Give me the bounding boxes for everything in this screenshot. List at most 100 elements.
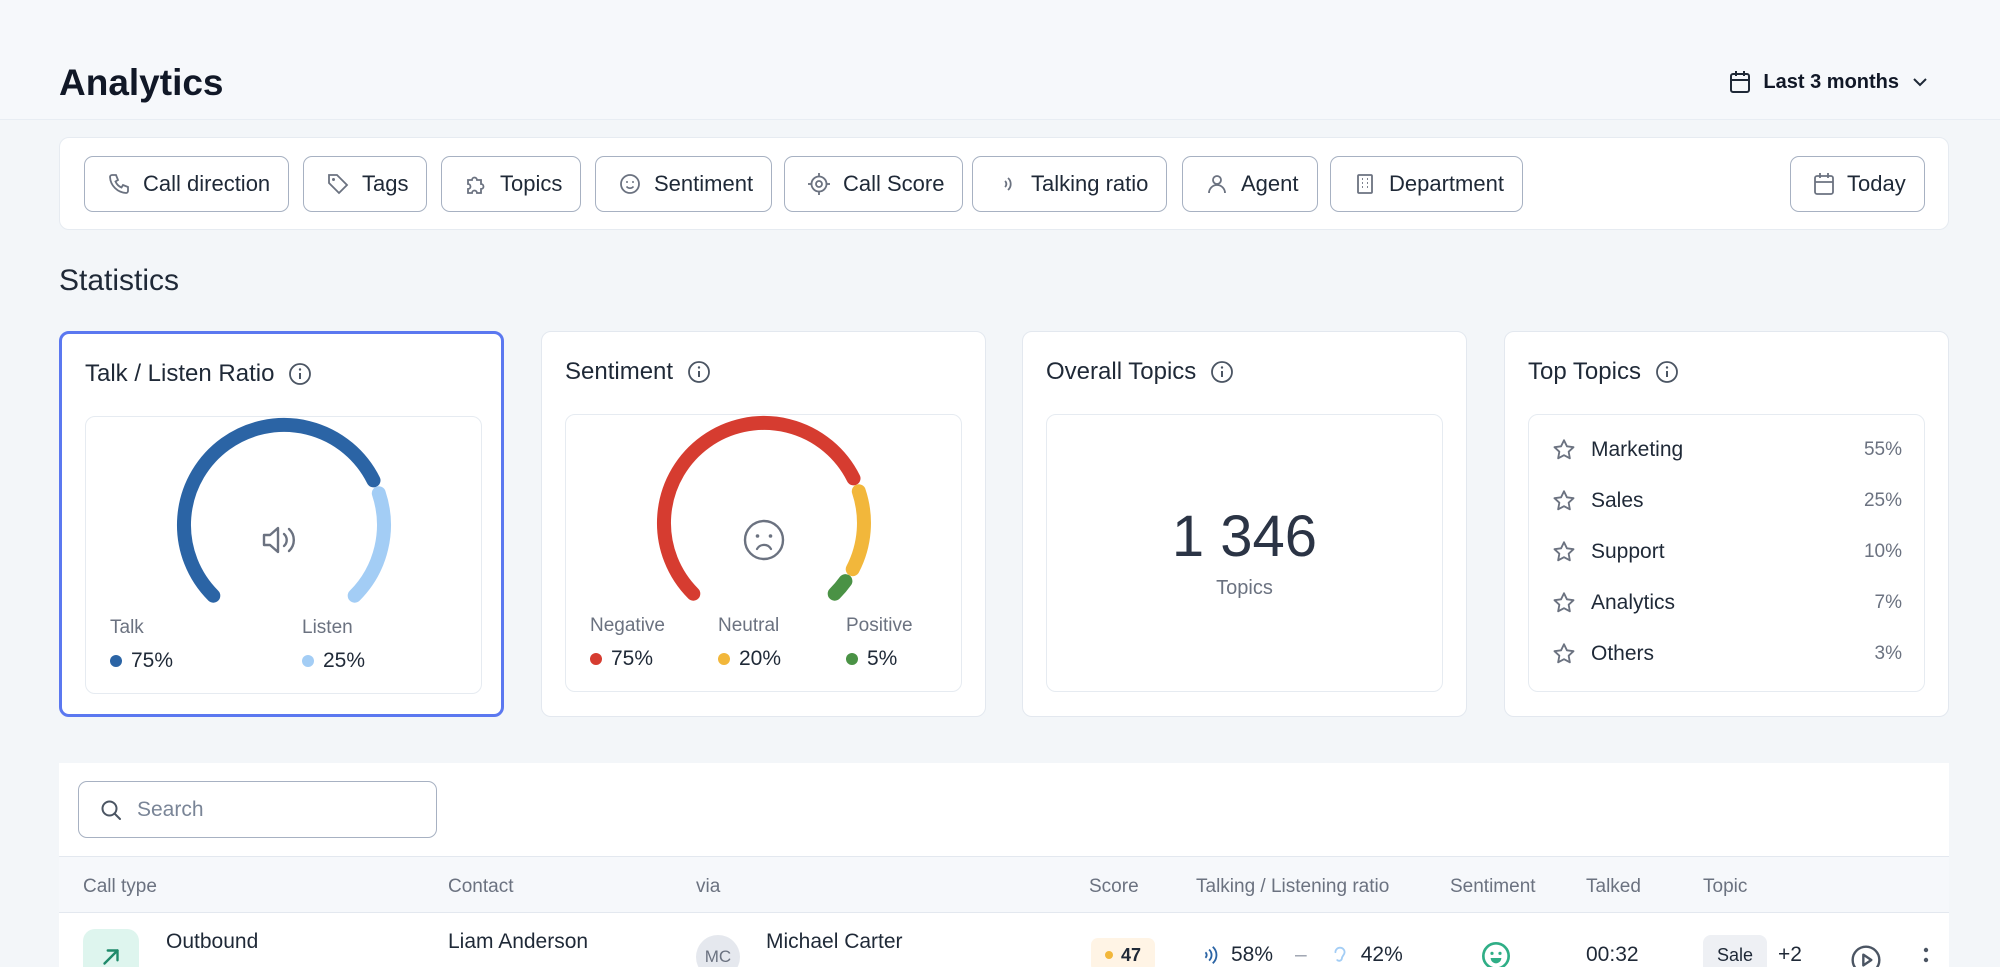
star-icon: [1553, 439, 1575, 460]
tag-icon: [328, 174, 349, 195]
search-box[interactable]: [78, 781, 437, 838]
date-filter-label: Today: [1847, 171, 1906, 196]
contact-cell[interactable]: Liam Anderson: [448, 930, 589, 953]
score-dot: [1105, 951, 1113, 959]
negative-legend: Negative 75%: [590, 615, 665, 671]
listen-arc: [347, 486, 391, 603]
talk-value: 75%: [131, 649, 174, 672]
play-icon[interactable]: [1850, 944, 1882, 967]
more-vertical-icon[interactable]: [1920, 944, 1932, 967]
topic-row[interactable]: Support 10%: [1551, 537, 1902, 567]
col-via[interactable]: via: [696, 876, 721, 897]
card-title: Top Topics: [1528, 358, 1679, 386]
filter-label: Talking ratio: [1031, 171, 1149, 196]
info-icon[interactable]: [1655, 360, 1679, 384]
col-topic[interactable]: Topic: [1703, 876, 1748, 897]
topic-pct: 25%: [1863, 490, 1902, 511]
filter-department[interactable]: Department: [1330, 156, 1523, 212]
search-input[interactable]: [137, 797, 417, 822]
date-filter-button[interactable]: Today: [1790, 156, 1925, 212]
topic-row[interactable]: Analytics 7%: [1551, 588, 1902, 618]
header-bar: Analytics Last 3 months: [0, 0, 2000, 120]
card-title: Overall Topics: [1046, 358, 1234, 386]
overall-topics-title: Overall Topics: [1046, 358, 1197, 385]
topic-name: Support: [1591, 540, 1665, 563]
user-icon: [1208, 175, 1226, 194]
filter-call-score[interactable]: Call Score: [784, 156, 964, 212]
score-value: 47: [1121, 944, 1142, 965]
topic-pct: 55%: [1863, 439, 1902, 460]
top-topics-card[interactable]: Top Topics Marketing 55% Sales 25% Suppo…: [1504, 331, 1949, 717]
listen-dot: [302, 655, 314, 667]
sound-waves-icon: [1004, 177, 1012, 191]
topic-row[interactable]: Others 3%: [1551, 639, 1902, 669]
statistics-title: Statistics: [59, 264, 180, 297]
ear-icon: [1334, 946, 1346, 962]
table-header: Call type Contact via Score Talking / Li…: [59, 856, 1949, 913]
filter-label: Agent: [1241, 171, 1299, 196]
col-score[interactable]: Score: [1089, 876, 1139, 897]
talk-listen-panel: Talk 75% Listen 25%: [85, 416, 482, 694]
sentiment-card[interactable]: Sentiment Negative 75% Neutral 20% Posit…: [541, 331, 986, 717]
ratio-separator: –: [1295, 943, 1307, 966]
filter-sentiment[interactable]: Sentiment: [595, 156, 773, 212]
col-talked[interactable]: Talked: [1586, 876, 1641, 897]
topic-name: Others: [1591, 642, 1655, 665]
topic-tag[interactable]: Sale: [1703, 935, 1768, 967]
filter-label: Call Score: [843, 171, 945, 196]
star-icon: [1553, 592, 1575, 613]
talk-arc: [177, 418, 381, 603]
topic-row[interactable]: Marketing 55%: [1551, 435, 1902, 465]
col-sentiment[interactable]: Sentiment: [1450, 876, 1536, 897]
call-type-cell: Outbound: [166, 930, 259, 953]
card-title: Talk / Listen Ratio: [85, 360, 312, 388]
col-call-type[interactable]: Call type: [83, 876, 157, 897]
card-title: Sentiment: [565, 358, 711, 386]
chevron-down-icon: [1913, 78, 1927, 87]
overall-topics-card[interactable]: Overall Topics 1 346 Topics: [1022, 331, 1467, 717]
topic-row[interactable]: Sales 25%: [1551, 486, 1902, 516]
col-ratio[interactable]: Talking / Listening ratio: [1196, 876, 1390, 897]
topics-count: 1 346: [1171, 504, 1318, 569]
date-range-dropdown[interactable]: Last 3 months: [1729, 70, 1929, 94]
positive-sentiment-icon: [1482, 942, 1510, 967]
filter-talking-ratio[interactable]: Talking ratio: [972, 156, 1168, 212]
neutral-arc: [845, 484, 871, 577]
topic-pct: 10%: [1863, 541, 1902, 562]
sound-waves-icon: [1204, 946, 1218, 964]
ratio-cell: 58% – 42%: [1199, 943, 1403, 967]
neutral-value: 20%: [739, 647, 782, 670]
topic-pct: 7%: [1874, 592, 1902, 613]
star-icon: [1553, 490, 1575, 511]
info-icon[interactable]: [1210, 360, 1234, 384]
calendar-icon: [1814, 173, 1834, 195]
filter-tags[interactable]: Tags: [303, 156, 428, 212]
listen-value: 25%: [323, 649, 366, 672]
date-range-label: Last 3 months: [1763, 70, 1899, 93]
talk-listen-gauge: [177, 418, 391, 603]
puzzle-icon: [467, 176, 485, 194]
phone-icon: [109, 174, 129, 194]
positive-legend: Positive 5%: [846, 615, 913, 671]
filter-topics[interactable]: Topics: [441, 156, 582, 212]
negative-label: Negative: [590, 615, 665, 636]
calls-table: Call type Contact via Score Talking / Li…: [59, 763, 1949, 967]
neutral-legend: Neutral 20%: [718, 615, 781, 671]
filter-agent[interactable]: Agent: [1182, 156, 1318, 212]
col-contact[interactable]: Contact: [448, 876, 514, 897]
table-row[interactable]: Outbound Liam Anderson MC Michael Carter…: [59, 913, 1949, 967]
negative-value: 75%: [611, 647, 654, 670]
avatar: MC: [696, 935, 740, 967]
talked-cell: 00:32: [1586, 943, 1639, 966]
topic-more[interactable]: +2: [1778, 943, 1802, 966]
listen-legend: Listen 25%: [302, 617, 365, 673]
info-icon[interactable]: [288, 362, 312, 386]
overall-topics-panel: 1 346 Topics: [1046, 414, 1443, 692]
talk-listen-card[interactable]: Talk / Listen Ratio Talk 75% Listen 25%: [59, 331, 504, 717]
outbound-call-icon: [83, 929, 139, 967]
star-icon: [1553, 643, 1575, 664]
via-cell[interactable]: Michael Carter: [766, 930, 903, 953]
info-icon[interactable]: [687, 360, 711, 384]
talk-listen-title: Talk / Listen Ratio: [85, 360, 275, 387]
filter-call-direction[interactable]: Call direction: [84, 156, 290, 212]
